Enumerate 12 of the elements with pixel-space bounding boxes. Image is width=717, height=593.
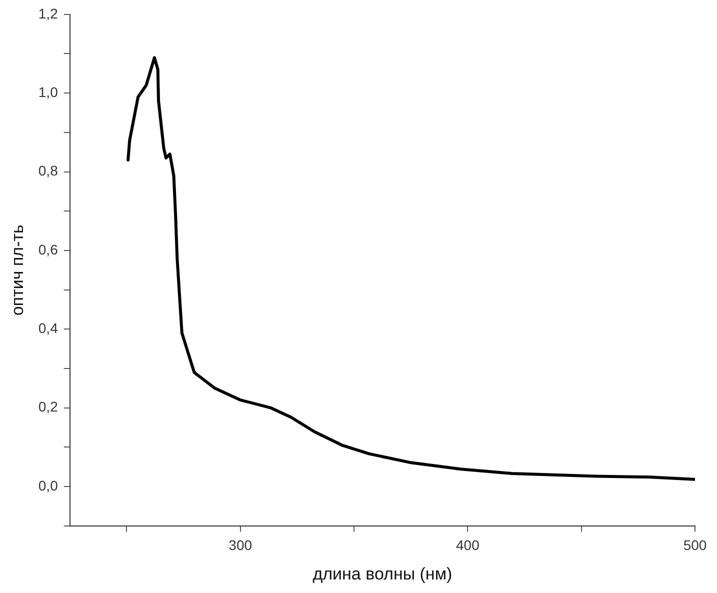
y-tick-label: 1,2 — [38, 5, 58, 22]
x-tick-label: 500 — [683, 537, 707, 554]
y-tick-label: 0,4 — [38, 320, 58, 336]
y-tick-label: 1,0 — [38, 84, 58, 100]
y-tick-label: 0,0 — [38, 477, 58, 494]
x-tick-label: 400 — [456, 537, 480, 554]
y-axis-title: оптич пл-ть — [8, 224, 27, 316]
y-tick-label: 0,2 — [38, 398, 58, 415]
y-tick-label: 0,6 — [38, 241, 58, 258]
y-tick-label: 0,8 — [38, 162, 58, 179]
x-tick-label: 300 — [228, 537, 252, 554]
x-axis-title: длина волны (нм) — [312, 564, 452, 584]
